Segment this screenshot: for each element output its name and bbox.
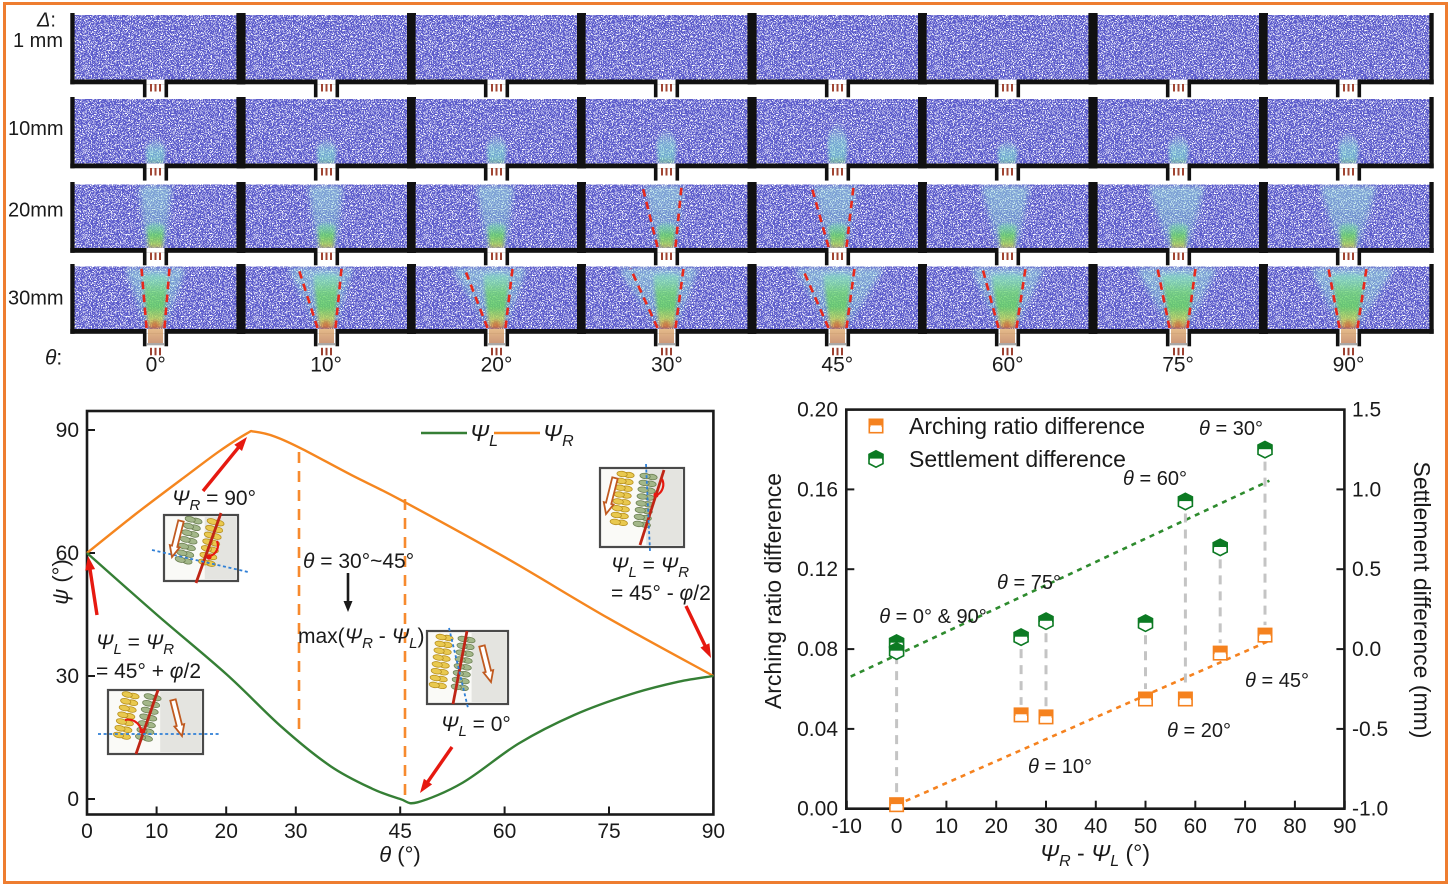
svg-text:90: 90 xyxy=(1333,815,1356,838)
svg-text:ΨL​ = 0°: ΨL​ = 0° xyxy=(441,713,511,740)
svg-text:20: 20 xyxy=(985,815,1008,838)
svg-text:10: 10 xyxy=(145,820,168,843)
svg-text:75: 75 xyxy=(597,820,620,843)
svg-text:0°: 0° xyxy=(146,354,166,377)
svg-text:50: 50 xyxy=(1134,815,1157,838)
svg-text:Settlement difference (mm): Settlement difference (mm) xyxy=(1409,462,1435,739)
svg-text:θ = 30°: θ = 30° xyxy=(1199,418,1263,440)
svg-text:-10: -10 xyxy=(832,815,862,838)
svg-text:θ = 60°: θ = 60° xyxy=(1123,468,1187,490)
svg-text:θ (°): θ (°) xyxy=(379,842,421,867)
svg-text:1 mm: 1 mm xyxy=(13,30,63,52)
svg-text:60°: 60° xyxy=(992,354,1024,377)
svg-text:Arching ratio difference: Arching ratio difference xyxy=(760,473,786,709)
svg-text:θ = 20°: θ = 20° xyxy=(1167,720,1231,742)
svg-text:-1.0: -1.0 xyxy=(1352,798,1388,821)
svg-text:30°: 30° xyxy=(651,354,683,377)
svg-text:1.0: 1.0 xyxy=(1352,478,1381,501)
svg-text:60: 60 xyxy=(493,820,516,843)
svg-text:Arching ratio difference: Arching ratio difference xyxy=(909,413,1145,439)
svg-text:max(ΨR​ - ΨL​): max(ΨR​ - ΨL​) xyxy=(298,625,424,652)
svg-text:θ = 0° & 90°: θ = 0° & 90° xyxy=(879,606,986,628)
svg-text:45°: 45° xyxy=(821,354,853,377)
svg-text:20: 20 xyxy=(215,820,238,843)
svg-text:θ = 30°~45°: θ = 30°~45° xyxy=(303,550,414,573)
svg-text:30mm: 30mm xyxy=(8,288,64,310)
svg-text:0.5: 0.5 xyxy=(1352,558,1381,581)
svg-text:90: 90 xyxy=(56,419,79,442)
svg-text:80: 80 xyxy=(1283,815,1306,838)
svg-text:0.20: 0.20 xyxy=(797,399,838,422)
svg-text:20mm: 20mm xyxy=(8,200,64,222)
svg-text:Settlement difference: Settlement difference xyxy=(909,446,1126,472)
svg-text:ΨR​: ΨR​ xyxy=(543,420,574,450)
svg-text:30: 30 xyxy=(1034,815,1057,838)
svg-text:10mm: 10mm xyxy=(8,118,64,140)
svg-text:= 45° + φ/2: = 45° + φ/2 xyxy=(96,660,201,683)
svg-text:ΨR​ - ΨL​ (°): ΨR​ - ΨL​ (°) xyxy=(1040,840,1150,870)
svg-text:10°: 10° xyxy=(310,354,342,377)
svg-text:ΨL​: ΨL​ xyxy=(470,420,498,450)
svg-text:30: 30 xyxy=(56,665,79,688)
svg-text:ΨR​ = 90°: ΨR​ = 90° xyxy=(172,487,256,514)
svg-text:40: 40 xyxy=(1084,815,1107,838)
svg-text:10: 10 xyxy=(935,815,958,838)
svg-text:θ = 75°: θ = 75° xyxy=(997,572,1061,594)
svg-text:θ:: θ: xyxy=(45,347,62,370)
svg-text:θ = 45°: θ = 45° xyxy=(1245,670,1309,692)
svg-text:0.0: 0.0 xyxy=(1352,638,1381,661)
svg-text:90°: 90° xyxy=(1333,354,1365,377)
svg-text:0.08: 0.08 xyxy=(797,638,838,661)
svg-text:0: 0 xyxy=(67,788,79,811)
svg-text:70: 70 xyxy=(1233,815,1256,838)
svg-text:ΨL​ = ΨR​: ΨL​ = ΨR​ xyxy=(96,631,174,658)
svg-text:= 45° - φ/2: = 45° - φ/2 xyxy=(611,582,711,605)
svg-text:45: 45 xyxy=(389,820,412,843)
svg-text:-0.5: -0.5 xyxy=(1352,718,1388,741)
svg-text:0: 0 xyxy=(891,815,903,838)
svg-text:ψ (°): ψ (°) xyxy=(48,559,73,605)
svg-text:1.5: 1.5 xyxy=(1352,399,1381,422)
svg-text:Δ:: Δ: xyxy=(36,10,56,32)
svg-text:30: 30 xyxy=(284,820,307,843)
svg-text:90: 90 xyxy=(702,820,725,843)
svg-text:60: 60 xyxy=(1184,815,1207,838)
svg-text:75°: 75° xyxy=(1162,354,1194,377)
svg-text:θ = 10°: θ = 10° xyxy=(1028,756,1092,778)
svg-text:20°: 20° xyxy=(481,354,513,377)
svg-text:60: 60 xyxy=(56,542,79,565)
svg-text:0.12: 0.12 xyxy=(797,558,838,581)
svg-text:ΨL​ = ΨR​: ΨL​ = ΨR​ xyxy=(611,554,689,581)
svg-text:0.00: 0.00 xyxy=(797,798,838,821)
svg-text:0: 0 xyxy=(81,820,93,843)
svg-text:0.04: 0.04 xyxy=(797,718,838,741)
svg-text:0.16: 0.16 xyxy=(797,478,838,501)
